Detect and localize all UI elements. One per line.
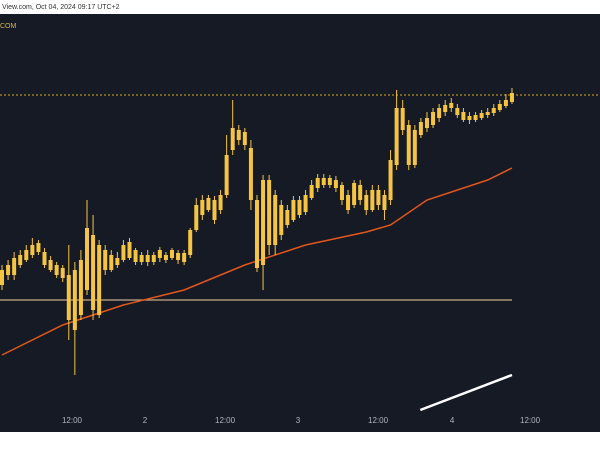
candle-body bbox=[327, 178, 332, 185]
plot-background bbox=[0, 14, 600, 432]
candle-body bbox=[242, 132, 247, 145]
candle-body bbox=[358, 185, 363, 200]
candle-body bbox=[352, 183, 357, 205]
moving-average-line bbox=[1, 167, 513, 356]
candle-body bbox=[169, 250, 174, 258]
candle-body bbox=[473, 115, 478, 120]
x-tick-label: 12:00 bbox=[520, 416, 541, 425]
candle-body bbox=[267, 180, 272, 245]
candle-body bbox=[78, 260, 83, 315]
candle-body bbox=[109, 255, 114, 270]
candle-body bbox=[437, 108, 442, 118]
candle-body bbox=[418, 122, 423, 135]
candle-body bbox=[297, 200, 302, 215]
x-tick-label: 12:00 bbox=[62, 416, 83, 425]
candle-body bbox=[36, 243, 41, 252]
candle-body bbox=[6, 265, 11, 275]
candle-body bbox=[139, 255, 144, 262]
candle-body bbox=[431, 112, 436, 125]
candle-body bbox=[200, 200, 205, 215]
x-tick-label: 2 bbox=[143, 416, 148, 425]
candle-body bbox=[42, 252, 47, 265]
candle-body bbox=[54, 265, 59, 275]
candle-body bbox=[467, 116, 472, 120]
candle-body bbox=[48, 260, 53, 270]
candle-body bbox=[285, 210, 290, 225]
candle-body bbox=[449, 103, 454, 108]
source-label: COM bbox=[0, 23, 17, 30]
candle-body bbox=[503, 100, 508, 106]
candle-body bbox=[157, 250, 162, 258]
candle-body bbox=[315, 178, 320, 188]
candle-body bbox=[163, 255, 168, 260]
candle-body bbox=[321, 178, 326, 185]
candle-body bbox=[509, 93, 514, 102]
candle-body bbox=[412, 130, 417, 165]
candle-body bbox=[145, 255, 150, 262]
candle-body bbox=[236, 130, 241, 140]
candle-body bbox=[182, 253, 187, 262]
chart-title: View.com, Oct 04, 2024 09:17 UTC+2 bbox=[2, 4, 120, 11]
candle-body bbox=[388, 160, 393, 200]
candle-body bbox=[291, 200, 296, 220]
candle-body bbox=[72, 270, 77, 330]
candle-body bbox=[248, 148, 253, 200]
x-tick-label: 12:00 bbox=[215, 416, 236, 425]
candle-body bbox=[133, 250, 138, 262]
x-tick-label: 3 bbox=[296, 416, 301, 425]
candle-body bbox=[121, 245, 126, 260]
candle-body bbox=[394, 108, 399, 165]
candle-body bbox=[115, 258, 120, 265]
candle-body bbox=[261, 180, 266, 265]
candle-body bbox=[151, 255, 156, 262]
candle-body bbox=[224, 155, 229, 195]
candle-body bbox=[24, 250, 29, 260]
candle-body bbox=[194, 205, 199, 230]
candle-body bbox=[66, 275, 71, 320]
candle-body bbox=[127, 242, 132, 258]
candle-body bbox=[212, 200, 217, 220]
candle-body bbox=[364, 195, 369, 210]
candle-body bbox=[370, 190, 375, 210]
candle-body bbox=[18, 255, 23, 265]
candle-body bbox=[491, 108, 496, 113]
x-tick-label: 4 bbox=[450, 416, 455, 425]
candle-body bbox=[333, 180, 338, 188]
candle-body bbox=[206, 198, 211, 210]
candle-body bbox=[455, 108, 460, 115]
candle-body bbox=[97, 245, 102, 315]
candle-body bbox=[497, 104, 502, 110]
candle-body bbox=[400, 108, 405, 130]
candle-body bbox=[273, 195, 278, 245]
candle-body bbox=[279, 205, 284, 235]
candle-body bbox=[309, 185, 314, 198]
candle-body bbox=[424, 118, 429, 128]
candle-body bbox=[176, 253, 181, 260]
candle-body bbox=[479, 113, 484, 118]
indicator-line bbox=[419, 373, 513, 412]
candle-body bbox=[443, 105, 448, 112]
candle-body bbox=[485, 112, 490, 115]
candle-body bbox=[188, 230, 193, 255]
candle-body bbox=[60, 268, 65, 278]
candle-body bbox=[346, 195, 351, 210]
candle-body bbox=[339, 185, 344, 200]
candle-body bbox=[376, 190, 381, 205]
x-tick-label: 12:00 bbox=[368, 416, 389, 425]
candle-body bbox=[382, 195, 387, 210]
candle-body bbox=[461, 112, 466, 120]
candle-body bbox=[12, 258, 17, 275]
candle-body bbox=[103, 250, 108, 270]
candle-body bbox=[30, 245, 35, 255]
candle-body bbox=[406, 125, 411, 165]
candle-body bbox=[0, 270, 5, 285]
candle-body bbox=[254, 200, 259, 268]
candle-body bbox=[303, 195, 308, 212]
candle-body bbox=[218, 195, 223, 210]
candle-body bbox=[230, 128, 235, 150]
candle-body bbox=[91, 235, 96, 310]
candle-body bbox=[84, 228, 89, 290]
